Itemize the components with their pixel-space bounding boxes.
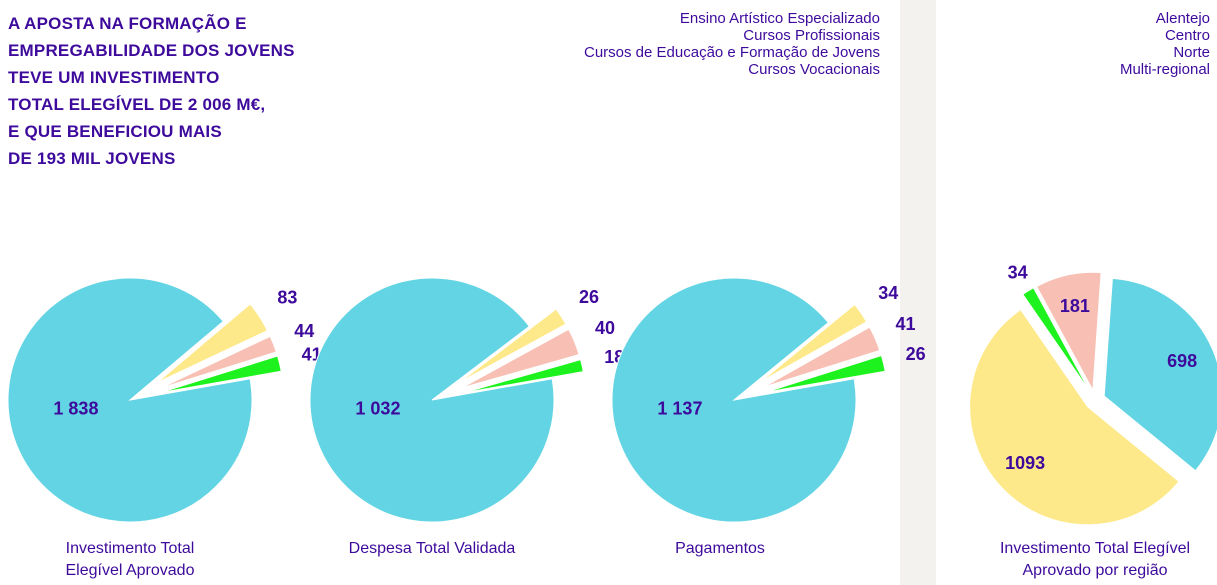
value-label: 40 — [595, 318, 615, 338]
pie-slice: Cursos Vocacionais — [463, 359, 584, 394]
chart-caption: Investimento Total Elegível Aprovado — [65, 540, 195, 579]
headline-line: A APOSTA NA FORMAÇÃO E — [8, 14, 247, 33]
value-label: 26 — [906, 344, 926, 364]
pie-slice: Multi-regional — [1022, 287, 1091, 392]
value-label: 41 — [895, 314, 915, 334]
pie-slice: Cursos de Educação e Formação de Jovens — [760, 303, 868, 383]
chart-caption: Investimento Total Elegível Aprovado por… — [999, 540, 1191, 579]
pie-slice: Cursos Vocacionais — [764, 354, 886, 393]
value-label: 34 — [1008, 263, 1028, 283]
pie-slice: Cursos de Educação e Formação de Jovens — [458, 308, 567, 384]
legend-item: Centro — [960, 27, 1210, 44]
value-label: 698 — [1167, 351, 1197, 371]
pie-slice: Ensino Artístico Especializado — [461, 328, 580, 389]
pie-slice: Ensino Artístico Especializado — [159, 335, 277, 389]
legend-item: Ensino Artístico Especializado — [560, 10, 880, 27]
value-label: 1 137 — [657, 398, 702, 418]
value-label: 26 — [579, 287, 599, 307]
pie-slice: Cursos Profissionais — [611, 277, 857, 523]
legend-label: Cursos Vocacionais — [748, 61, 880, 78]
separator — [900, 0, 936, 585]
legend: Alentejo Centro Norte Multi-regional — [960, 10, 1210, 78]
value-label: 34 — [878, 283, 898, 303]
value-label: 83 — [277, 288, 297, 308]
legend-item: Cursos Profissionais — [560, 27, 880, 44]
legend-label: Ensino Artístico Especializado — [679, 10, 880, 27]
chart-caption: Pagamentos — [675, 540, 765, 557]
legend-label: Centro — [1164, 27, 1210, 44]
pie-slice: Ensino Artístico Especializado — [763, 326, 881, 388]
headline-line: TEVE UM INVESTIMENTO — [8, 68, 220, 87]
value-label: 1093 — [1005, 453, 1045, 473]
legend-item: Cursos de Educação e Formação de Jovens — [560, 44, 880, 61]
legend-label: Cursos Profissionais — [743, 27, 880, 44]
headline-line: E QUE BENEFICIOU MAIS — [8, 122, 222, 141]
legend-label: Multi-regional — [1119, 61, 1210, 78]
legend-item: Cursos Vocacionais — [560, 61, 880, 78]
pie-slice: Cursos Vocacionais — [160, 355, 282, 393]
legend-label: Cursos de Educação e Formação de Jovens — [584, 44, 880, 61]
pie-slice: Cursos Profissionais — [309, 277, 555, 523]
value-label: 44 — [294, 321, 314, 341]
value-label: 1 838 — [53, 398, 98, 418]
legend-item: Multi-regional — [960, 61, 1210, 78]
legend-item: Norte — [960, 44, 1210, 61]
headline-line: EMPREGABILIDADE DOS JOVENS — [8, 41, 295, 60]
pie-slice: Cursos Profissionais — [7, 277, 253, 523]
legend-label: Alentejo — [1155, 10, 1210, 27]
value-label: 181 — [1060, 296, 1090, 316]
headline: A APOSTA NA FORMAÇÃO E EMPREGABILIDADE DO… — [8, 10, 295, 172]
pie-slice: Cursos de Educação e Formação de Jovens — [156, 303, 268, 384]
headline-line: TOTAL ELEGÍVEL DE 2 006 M€, — [8, 95, 266, 114]
legend: Ensino Artístico Especializado Cursos Pro… — [560, 10, 880, 78]
value-label: 1 032 — [355, 398, 400, 418]
headline-line: DE 193 MIL JOVENS — [8, 149, 176, 168]
pie-slice: Centro — [1103, 277, 1217, 472]
legend-item: Alentejo — [960, 10, 1210, 27]
pie-slice: Norte — [969, 308, 1180, 526]
legend-label: Norte — [1173, 44, 1210, 61]
chart-caption: Despesa Total Validada — [348, 540, 516, 557]
pie-slice: Alentejo — [1035, 271, 1102, 392]
